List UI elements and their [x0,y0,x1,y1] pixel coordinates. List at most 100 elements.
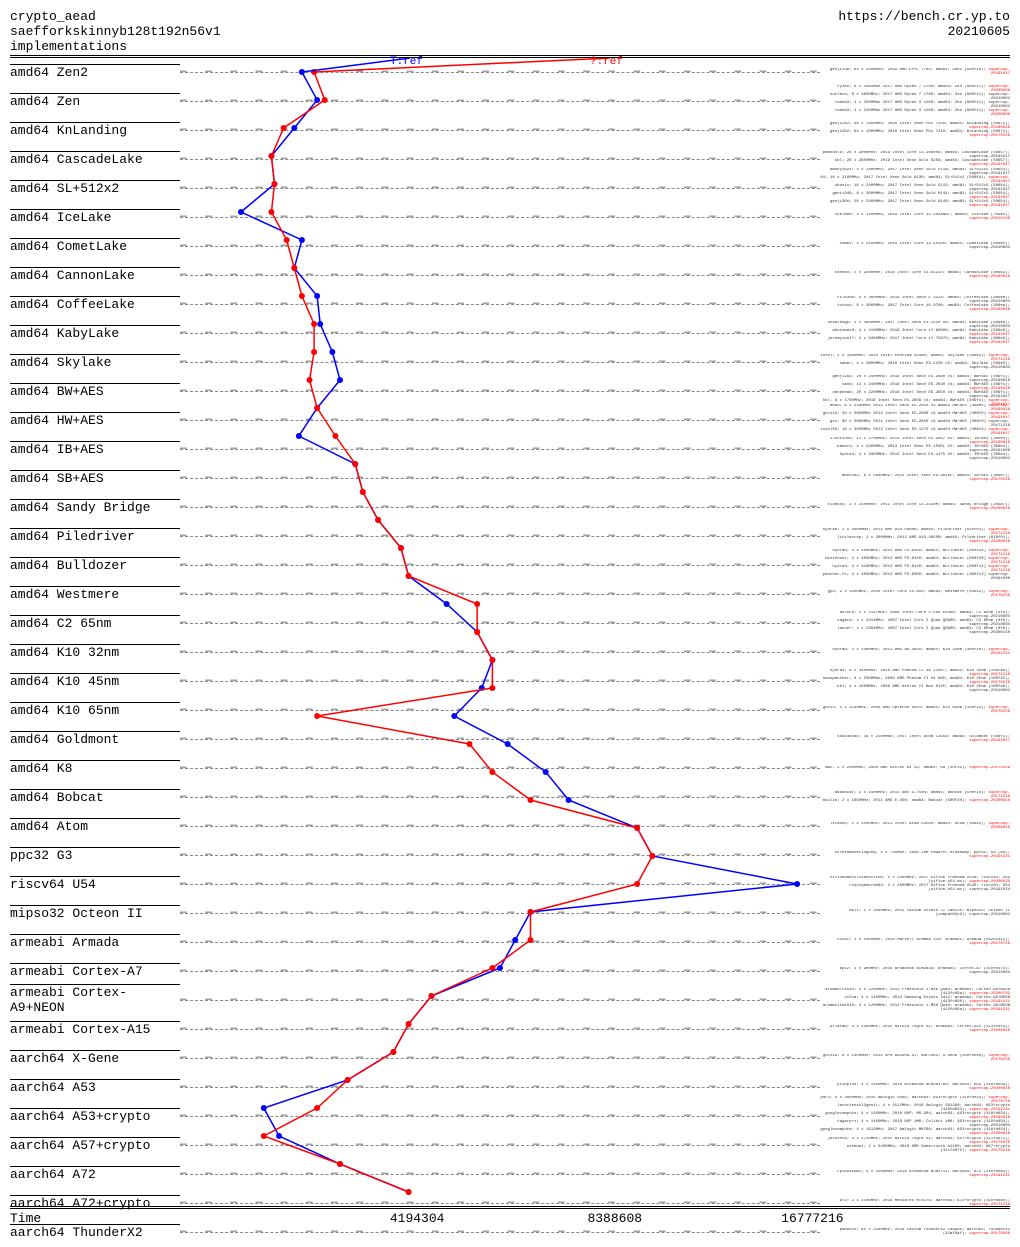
row-dashes: — — — — — — — — — — — — — — — — — — — — … [180,899,820,927]
row-label: amd64 BW+AES [10,383,180,399]
row-label: armeabi Cortex-A15 [10,1021,180,1037]
series-t-label: T:ref [390,56,423,68]
row-detail: hydra6; 4 x 2400MHz; 2011 AMD A6-3650; a… [820,648,1010,656]
row: amd64 K8— — — — — — — — — — — — — — — — … [10,754,1010,783]
x-tick: 16777216 [781,1211,843,1226]
row-dashes: — — — — — — — — — — — — — — — — — — — — … [180,493,820,521]
row-dashes: — — — — — — — — — — — — — — — — — — — — … [180,957,820,985]
row: mipso32 Octeon II— — — — — — — — — — — —… [10,899,1010,928]
row-detail: genji262; 68 x 1400MHz; 2016 Intel Xeon … [820,122,1010,138]
row-dashes: — — — — — — — — — — — — — — — — — — — — … [180,377,820,405]
row: amd64 Piledriver— — — — — — — — — — — — … [10,522,1010,551]
row-label: aarch64 X-Gene [10,1050,180,1066]
row-detail: stretamoveLingunq; 1 x 729MHz; 2006 IBM … [820,851,1010,859]
row: amd64 CoffeeLake— — — — — — — — — — — — … [10,290,1010,319]
row: amd64 CometLake— — — — — — — — — — — — —… [10,232,1010,261]
row-detail: mnod; 8 x 2300MHz 2014 Intel Xeon E5-265… [820,404,1010,436]
row-label: riscv64 U54 [10,876,180,892]
row-detail: hydra6; 4 x 4000MHz; 2011 AMD FX-8350; a… [820,549,1010,581]
row-dashes: — — — — — — — — — — — — — — — — — — — — … [180,1044,820,1072]
row-dashes: — — — — — — — — — — — — — — — — — — — — … [180,638,820,666]
row-label: aarch64 A72+crypto [10,1195,180,1211]
row-detail: genji346; 64 x 2000MHz; 2019 AMD EPYC 77… [820,68,1010,76]
row-dashes: — — — — — — — — — — — — — — — — — — — — … [180,319,820,347]
row-detail: jetsontk; 4 x 1734MHz; 2015 NVIDIA Tegra… [820,1137,1010,1153]
row: amd64 Bobcat— — — — — — — — — — — — — — … [10,783,1010,812]
row-label: amd64 IB+AES [10,441,180,457]
row-label: aarch64 A53+crypto [10,1108,180,1124]
row-label: amd64 K10 32nm [10,644,180,660]
row-detail: rtl8306; 4 x 3000MHz; 2018 Intel Xeon E-… [820,296,1010,312]
row-detail: litebox; 2 x 1000MHz; 2011 Intel Atom D2… [820,822,1010,830]
chart: amd64 Zen2— — — — — — — — — — — — — — — … [10,58,1010,1206]
row: aarch64 A53+crypto— — — — — — — — — — — … [10,1102,1010,1131]
row-dashes: — — — — — — — — — — — — — — — — — — — — … [180,145,820,173]
row-detail: pi3bplus; 4 x 1400MHz; 2016 Broadcom BCM… [820,1083,1010,1091]
row: amd64 KabyLake— — — — — — — — — — — — — … [10,319,1010,348]
row: amd64 IB+AES— — — — — — — — — — — — — — … [10,435,1010,464]
row-label: amd64 CometLake [10,238,180,254]
row-dashes: — — — — — — — — — — — — — — — — — — — — … [180,870,820,898]
row: ppc32 G3— — — — — — — — — — — — — — — — … [10,841,1010,870]
rows-container: amd64 Zen2— — — — — — — — — — — — — — — … [10,58,1010,1247]
row: amd64 KnLanding— — — — — — — — — — — — —… [10,116,1010,145]
row-dashes: — — — — — — — — — — — — — — — — — — — — … [180,232,820,260]
row-label: amd64 Bobcat [10,789,180,805]
row-dashes: — — — — — — — — — — — — — — — — — — — — … [180,522,820,550]
row: riscv64 U54— — — — — — — — — — — — — — —… [10,870,1010,899]
row-label: amd64 SB+AES [10,470,180,486]
date: 20210605 [838,25,1010,40]
row-label: amd64 Zen2 [10,64,180,80]
row-label: amd64 C2 65nm [10,615,180,631]
row-detail: pflatmo; 4 x 2300MHz; 2012 NVIDIA Tegra … [820,1025,1010,1033]
row: amd64 Bulldozer— — — — — — — — — — — — —… [10,551,1010,580]
row-dashes: — — — — — — — — — — — — — — — — — — — — … [180,116,820,144]
x-axis-ticks: 4194304838860816777216 [180,1211,1010,1227]
row-dashes: — — — — — — — — — — — — — — — — — — — — … [180,609,820,637]
row-dashes: — — — — — — — — — — — — — — — — — — — — … [180,87,820,115]
row: aarch64 X-Gene— — — — — — — — — — — — — … [10,1044,1010,1073]
row: amd64 IceLake— — — — — — — — — — — — — —… [10,203,1010,232]
row-dashes: — — — — — — — — — — — — — — — — — — — — … [180,841,820,869]
row-label: amd64 Goldmont [10,731,180,747]
row-dashes: — — — — — — — — — — — — — — — — — — — — … [180,1073,820,1101]
row-detail: mbox381; 8 x 2600MHz; 2012 Intel Xeon E9… [820,474,1010,482]
row-detail: cannon; 2 x 2200MHz; 2018 Intel Core i3-… [820,271,1010,279]
row-label: aarch64 A72 [10,1166,180,1182]
row-label: amd64 Atom [10,818,180,834]
row-label: amd64 Skylake [10,354,180,370]
row: amd64 K10 45nm— — — — — — — — — — — — — … [10,667,1010,696]
row-label: amd64 KnLanding [10,122,180,138]
row: armeabi Armada— — — — — — — — — — — — — … [10,928,1010,957]
url: https://bench.cr.yp.to [838,10,1010,25]
row: amd64 BW+AES— — — — — — — — — — — — — — … [10,377,1010,406]
row-label: mipso32 Octeon II [10,905,180,921]
row-detail: gcc14; 4 x 2104MHz; 2008 AMD Opteron 835… [820,706,1010,714]
row: amd64 Zen2— — — — — — — — — — — — — — — … [10,58,1010,87]
header: crypto_aead saefforkskinnyb128t192n56v1 … [10,10,1010,58]
row-detail: hydra4; 6 x 3400MHz; 2010 AMD Phenom II … [820,669,1010,693]
header-right: https://bench.cr.yp.to 20210605 [838,10,1010,55]
row-detail: pmnod076; 28 x 3000MHz; 2019 Intel Core … [820,151,1010,167]
row-label: amd64 IceLake [10,209,180,225]
row-label: amd64 KabyLake [10,325,180,341]
row: amd64 Sandy Bridge— — — — — — — — — — — … [10,493,1010,522]
row-label: aarch64 A53 [10,1079,180,1095]
row-dashes: — — — — — — — — — — — — — — — — — — — — … [180,290,820,318]
row: amd64 SL+512x2— — — — — — — — — — — — — … [10,174,1010,203]
row-label: amd64 CannonLake [10,267,180,283]
row: armeabi Cortex-A7— — — — — — — — — — — —… [10,957,1010,986]
row-detail: genji262; 20 x 2400MHz; 2016 Intel Xeon … [820,375,1010,407]
row-dashes: — — — — — — — — — — — — — — — — — — — — … [180,1160,820,1188]
row-detail: Mult; 2 x 2000MHz; 2011 Cavium Octeon II… [820,909,1010,917]
row-detail: a8bobcat; 2 x 1400MHz; 2011 AMD G-T56N; … [820,791,1010,803]
row-detail: ilvut4305; 12 x 2700MHz; 2013 Intel Xeon… [820,437,1010,461]
row: amd64 Westmere— — — — — — — — — — — — — … [10,580,1010,609]
row-label: amd64 CascadeLake [10,151,180,167]
x-tick: 8388608 [587,1211,642,1226]
row-dashes: — — — — — — — — — — — — — — — — — — — — … [180,754,820,782]
title-line-1: crypto_aead [10,10,221,25]
row: aarch64 A57+crypto— — — — — — — — — — — … [10,1131,1010,1160]
row-label: amd64 K8 [10,760,180,776]
row: amd64 Goldmont— — — — — — — — — — — — — … [10,725,1010,754]
